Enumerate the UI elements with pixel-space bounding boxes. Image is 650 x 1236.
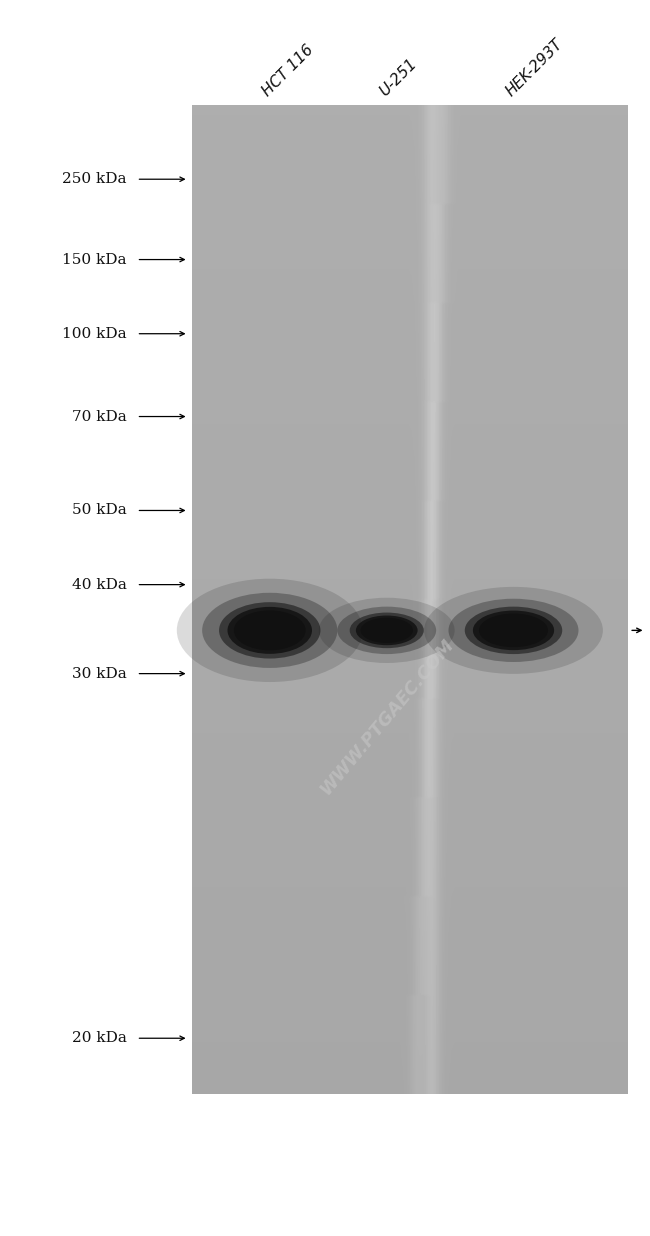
Ellipse shape <box>177 578 363 682</box>
Ellipse shape <box>318 598 455 662</box>
Ellipse shape <box>234 611 306 650</box>
Ellipse shape <box>227 607 312 654</box>
Ellipse shape <box>337 607 436 654</box>
Text: 70 kDa: 70 kDa <box>72 409 127 424</box>
Ellipse shape <box>356 616 417 645</box>
Text: WWW.PTGAEC.COM: WWW.PTGAEC.COM <box>317 635 457 798</box>
Ellipse shape <box>361 618 413 643</box>
Text: 30 kDa: 30 kDa <box>72 666 127 681</box>
Text: 250 kDa: 250 kDa <box>62 172 127 187</box>
Ellipse shape <box>350 613 424 648</box>
Text: U-251: U-251 <box>376 56 419 99</box>
Ellipse shape <box>473 611 554 650</box>
Ellipse shape <box>202 593 337 667</box>
Ellipse shape <box>424 587 603 674</box>
Text: HEK-293T: HEK-293T <box>503 36 566 99</box>
Ellipse shape <box>479 613 548 648</box>
Text: 20 kDa: 20 kDa <box>72 1031 127 1046</box>
Text: HCT 116: HCT 116 <box>259 42 316 99</box>
Text: 150 kDa: 150 kDa <box>62 252 127 267</box>
Text: 100 kDa: 100 kDa <box>62 326 127 341</box>
Ellipse shape <box>465 607 562 654</box>
Text: 40 kDa: 40 kDa <box>72 577 127 592</box>
Text: 50 kDa: 50 kDa <box>72 503 127 518</box>
Ellipse shape <box>448 598 578 662</box>
Ellipse shape <box>219 602 320 659</box>
